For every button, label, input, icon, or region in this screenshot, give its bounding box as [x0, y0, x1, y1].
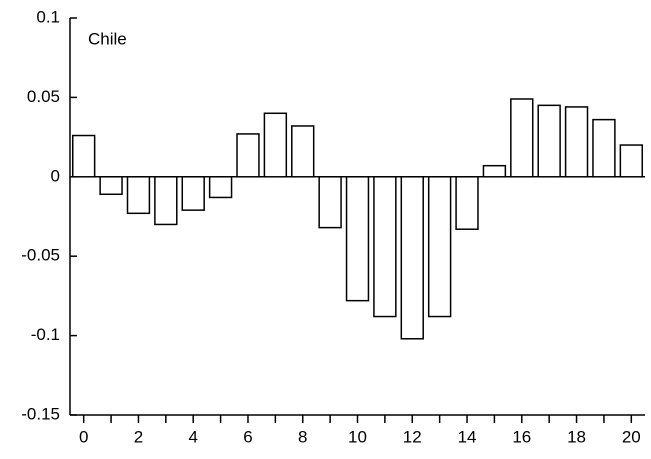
x-tick-label: 2	[134, 427, 143, 446]
bar	[263, 112, 288, 178]
x-tick-label: 12	[403, 427, 422, 446]
bar	[482, 164, 507, 178]
bar	[427, 176, 452, 318]
bar	[455, 176, 479, 230]
bar	[236, 133, 260, 178]
bar	[510, 98, 534, 178]
bar	[99, 176, 123, 196]
bar	[154, 176, 178, 226]
bar	[71, 134, 96, 178]
y-tick-label: -0.15	[21, 404, 60, 423]
x-tick-label: 4	[188, 427, 197, 446]
x-tick-label: 16	[512, 427, 531, 446]
bar	[181, 176, 205, 211]
bar	[291, 125, 315, 178]
y-tick-label: -0.05	[21, 246, 60, 265]
x-tick-label: 10	[348, 427, 367, 446]
bar	[318, 176, 342, 229]
x-tick-label: 20	[622, 427, 641, 446]
x-tick-label: 14	[458, 427, 477, 446]
y-tick-label: -0.1	[31, 325, 60, 344]
bar	[373, 176, 397, 318]
x-tick-label: 8	[298, 427, 307, 446]
x-tick-label: 18	[567, 427, 586, 446]
bar	[208, 176, 233, 199]
bar	[592, 118, 616, 178]
bar	[126, 176, 151, 215]
bar	[537, 104, 561, 178]
bar	[345, 176, 370, 302]
bar	[564, 106, 589, 178]
annotation: Chile	[88, 29, 127, 48]
bar	[400, 176, 424, 340]
y-tick-label: 0	[51, 166, 60, 185]
bar	[619, 144, 644, 178]
y-tick-label: 0.1	[36, 7, 60, 26]
x-tick-label: 6	[243, 427, 252, 446]
x-tick-label: 0	[79, 427, 88, 446]
y-tick-label: 0.05	[27, 87, 60, 106]
